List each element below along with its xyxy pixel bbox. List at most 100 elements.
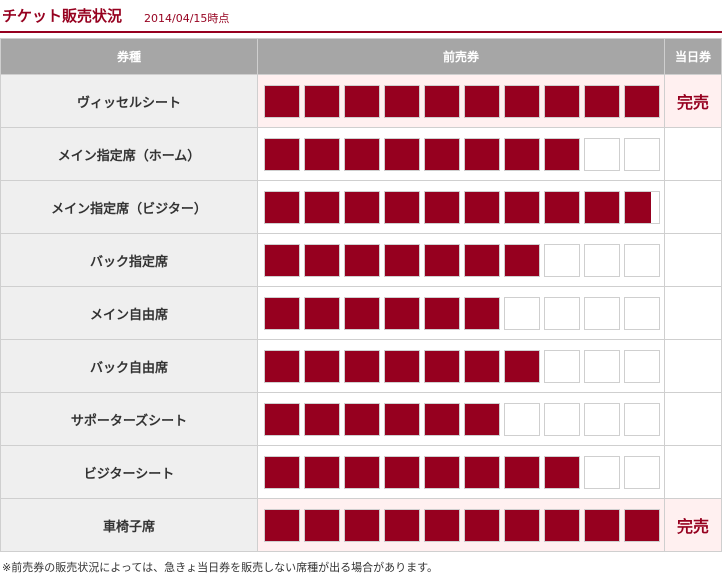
presale-box <box>304 84 340 118</box>
section-header: チケット販売状況 2014/04/15時点 <box>0 0 722 33</box>
presale-box <box>384 190 420 224</box>
presale-box-fill <box>505 244 539 276</box>
presale-box-fill <box>385 138 419 170</box>
presale-box <box>304 508 340 542</box>
presale-box-fill <box>465 350 499 382</box>
presale-status-cell <box>257 339 665 393</box>
presale-box-fill <box>425 138 459 170</box>
presale-box-fill <box>265 244 299 276</box>
seat-type-label: メイン指定席（ビジター） <box>0 180 258 234</box>
presale-box <box>264 296 300 330</box>
presale-box <box>544 190 580 224</box>
same-day-status-cell <box>664 180 722 234</box>
presale-progress-bar <box>258 402 664 436</box>
presale-box-fill <box>625 509 659 541</box>
presale-box-fill <box>385 350 419 382</box>
presale-box <box>544 243 580 277</box>
presale-progress-bar <box>258 84 664 118</box>
same-day-status-cell: 完売 <box>664 74 722 128</box>
presale-status-cell <box>257 498 665 552</box>
presale-box-fill <box>305 244 339 276</box>
presale-box-fill <box>505 138 539 170</box>
presale-box <box>624 84 660 118</box>
presale-box <box>344 349 380 383</box>
table-row: メイン指定席（ビジター） <box>0 180 722 234</box>
presale-status-cell <box>257 233 665 287</box>
presale-box <box>344 84 380 118</box>
presale-box-fill <box>425 85 459 117</box>
presale-box-fill <box>265 85 299 117</box>
presale-box-fill <box>425 244 459 276</box>
table-row: バック自由席 <box>0 339 722 393</box>
presale-box-fill <box>425 456 459 488</box>
ticket-type-header: 券種 <box>0 38 258 75</box>
seat-type-label: バック指定席 <box>0 233 258 287</box>
presale-box <box>424 508 460 542</box>
presale-box <box>384 402 420 436</box>
table-row: ヴィッセルシート 完売 <box>0 74 722 128</box>
presale-box <box>624 190 660 224</box>
presale-box-fill <box>345 297 379 329</box>
table-row: メイン指定席（ホーム） <box>0 127 722 181</box>
presale-box-fill <box>465 403 499 435</box>
presale-box-fill <box>345 403 379 435</box>
presale-box-fill <box>585 509 619 541</box>
presale-box <box>464 190 500 224</box>
presale-box-fill <box>265 297 299 329</box>
presale-box-fill <box>305 85 339 117</box>
presale-box <box>424 296 460 330</box>
presale-progress-bar <box>258 243 664 277</box>
presale-box <box>304 455 340 489</box>
presale-box-fill <box>265 403 299 435</box>
presale-box <box>464 349 500 383</box>
presale-box <box>264 243 300 277</box>
presale-box-fill <box>505 350 539 382</box>
presale-box <box>304 137 340 171</box>
presale-box-fill <box>465 244 499 276</box>
presale-box <box>424 137 460 171</box>
presale-box <box>464 402 500 436</box>
presale-box-fill <box>385 456 419 488</box>
seat-type-label: バック自由席 <box>0 339 258 393</box>
presale-status-cell <box>257 392 665 446</box>
same-day-status-cell <box>664 445 722 499</box>
presale-box-fill <box>465 138 499 170</box>
presale-box <box>264 402 300 436</box>
same-day-status-cell <box>664 286 722 340</box>
presale-box-fill <box>305 403 339 435</box>
presale-box <box>584 84 620 118</box>
presale-box <box>544 137 580 171</box>
presale-box <box>264 349 300 383</box>
presale-progress-bar <box>258 349 664 383</box>
same-day-header: 当日券 <box>664 38 722 75</box>
presale-box <box>544 84 580 118</box>
seat-type-label: メイン自由席 <box>0 286 258 340</box>
presale-status-cell <box>257 127 665 181</box>
presale-box <box>504 243 540 277</box>
same-day-status-cell <box>664 339 722 393</box>
presale-box-fill <box>265 138 299 170</box>
presale-box-fill <box>625 191 651 223</box>
presale-box-fill <box>345 244 379 276</box>
presale-box <box>544 455 580 489</box>
presale-box <box>504 84 540 118</box>
presale-box <box>624 296 660 330</box>
presale-box <box>504 455 540 489</box>
presale-box-fill <box>465 509 499 541</box>
presale-box-fill <box>505 191 539 223</box>
presale-box-fill <box>305 350 339 382</box>
presale-box <box>424 402 460 436</box>
presale-box <box>624 402 660 436</box>
presale-box-fill <box>585 85 619 117</box>
presale-box-fill <box>305 191 339 223</box>
presale-box <box>264 508 300 542</box>
presale-box <box>504 296 540 330</box>
presale-box-fill <box>265 509 299 541</box>
presale-box <box>584 402 620 436</box>
presale-box-fill <box>545 191 579 223</box>
presale-box-fill <box>585 191 619 223</box>
presale-box-fill <box>505 509 539 541</box>
presale-box-fill <box>465 85 499 117</box>
presale-box-fill <box>545 509 579 541</box>
presale-box <box>464 508 500 542</box>
